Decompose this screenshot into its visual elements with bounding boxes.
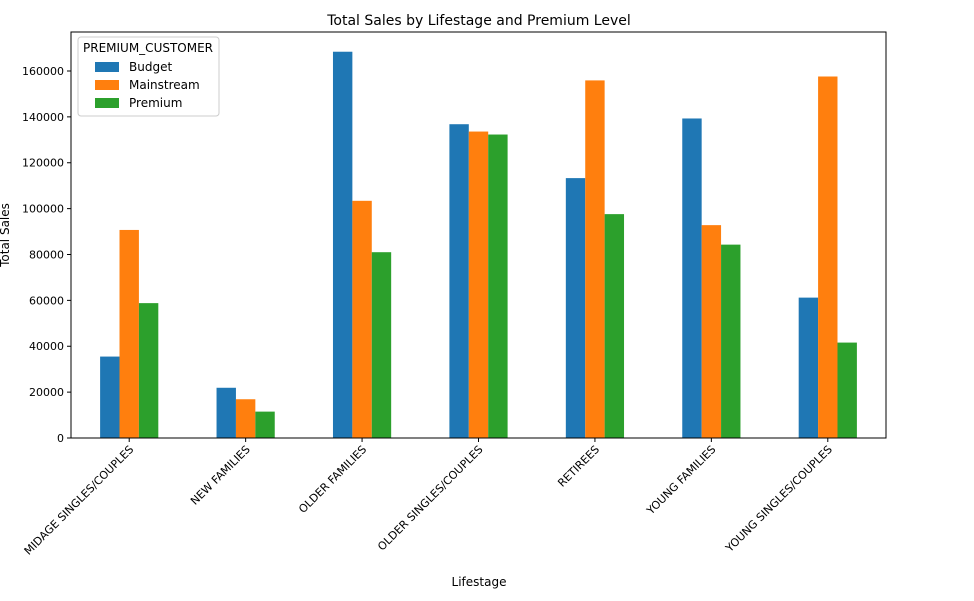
x-tick-label: NEW FAMILIES [188,443,253,508]
y-tick-label: 160000 [22,65,64,78]
legend: PREMIUM_CUSTOMER Budget Mainstream Premium [77,36,220,117]
legend-swatch-mainstream [95,80,119,90]
legend-label-budget: Budget [129,60,172,74]
bar-premium-young-singles-couples [837,342,857,438]
bar-budget-young-families [682,118,702,438]
bar-mainstream-young-singles-couples [818,76,838,438]
y-tick-label: 20000 [29,386,64,399]
bar-mainstream-retirees [585,80,605,439]
bar-premium-older-singles-couples [488,134,508,438]
bar-premium-older-families [371,252,392,438]
bars-layer [100,51,857,439]
y-tick-label: 60000 [29,294,64,307]
bar-mainstream-new-families [235,399,256,438]
bar-mainstream-older-singles-couples [468,131,489,439]
x-axis-label: Lifestage [452,575,507,589]
bar-premium-midage-singles-couples [138,303,159,438]
bar-budget-new-families [216,387,236,438]
y-tick-label: 100000 [22,203,64,216]
bar-premium-retirees [604,214,625,438]
bar-budget-young-singles-couples [798,297,819,438]
y-tick-label: 0 [57,432,64,445]
bar-premium-new-families [255,411,275,438]
bar-budget-midage-singles-couples [100,356,120,438]
legend-box [77,36,220,117]
x-tick-label: YOUNG FAMILIES [644,443,719,518]
bar-budget-older-families [332,51,353,438]
x-tick-label: RETIREES [555,443,602,490]
x-tick-label: YOUNG SINGLES/COUPLES [723,443,835,555]
x-axis: MIDAGE SINGLES/COUPLES NEW FAMILIES OLDER … [22,438,835,558]
legend-swatch-premium [95,98,119,108]
y-tick-label: 40000 [29,340,64,353]
legend-title: PREMIUM_CUSTOMER [83,41,213,55]
y-tick-label: 80000 [29,248,64,261]
bar-budget-retirees [565,178,586,439]
x-tick-label: OLDER FAMILIES [296,443,369,516]
x-tick-label: MIDAGE SINGLES/COUPLES [22,443,137,558]
legend-label-premium: Premium [129,96,182,110]
y-axis: 0 20000 40000 60000 80000 100000 120000 140000 1… [22,65,71,445]
bar-mainstream-young-families [701,225,722,438]
plot-frame [70,31,887,439]
x-tick-label: OLDER SINGLES/COUPLES [375,443,485,553]
y-tick-label: 140000 [22,111,64,124]
legend-swatch-budget [95,62,119,72]
legend-label-mainstream: Mainstream [129,78,200,92]
y-tick-label: 120000 [22,157,64,170]
bar-budget-older-singles-couples [449,124,469,439]
y-axis-label: Total Sales [0,203,12,268]
bar-mainstream-midage-singles-couples [119,229,139,438]
bar-mainstream-older-families [352,200,372,438]
bar-premium-young-families [721,244,741,438]
chart-title: Total Sales by Lifestage and Premium Lev… [326,13,631,29]
